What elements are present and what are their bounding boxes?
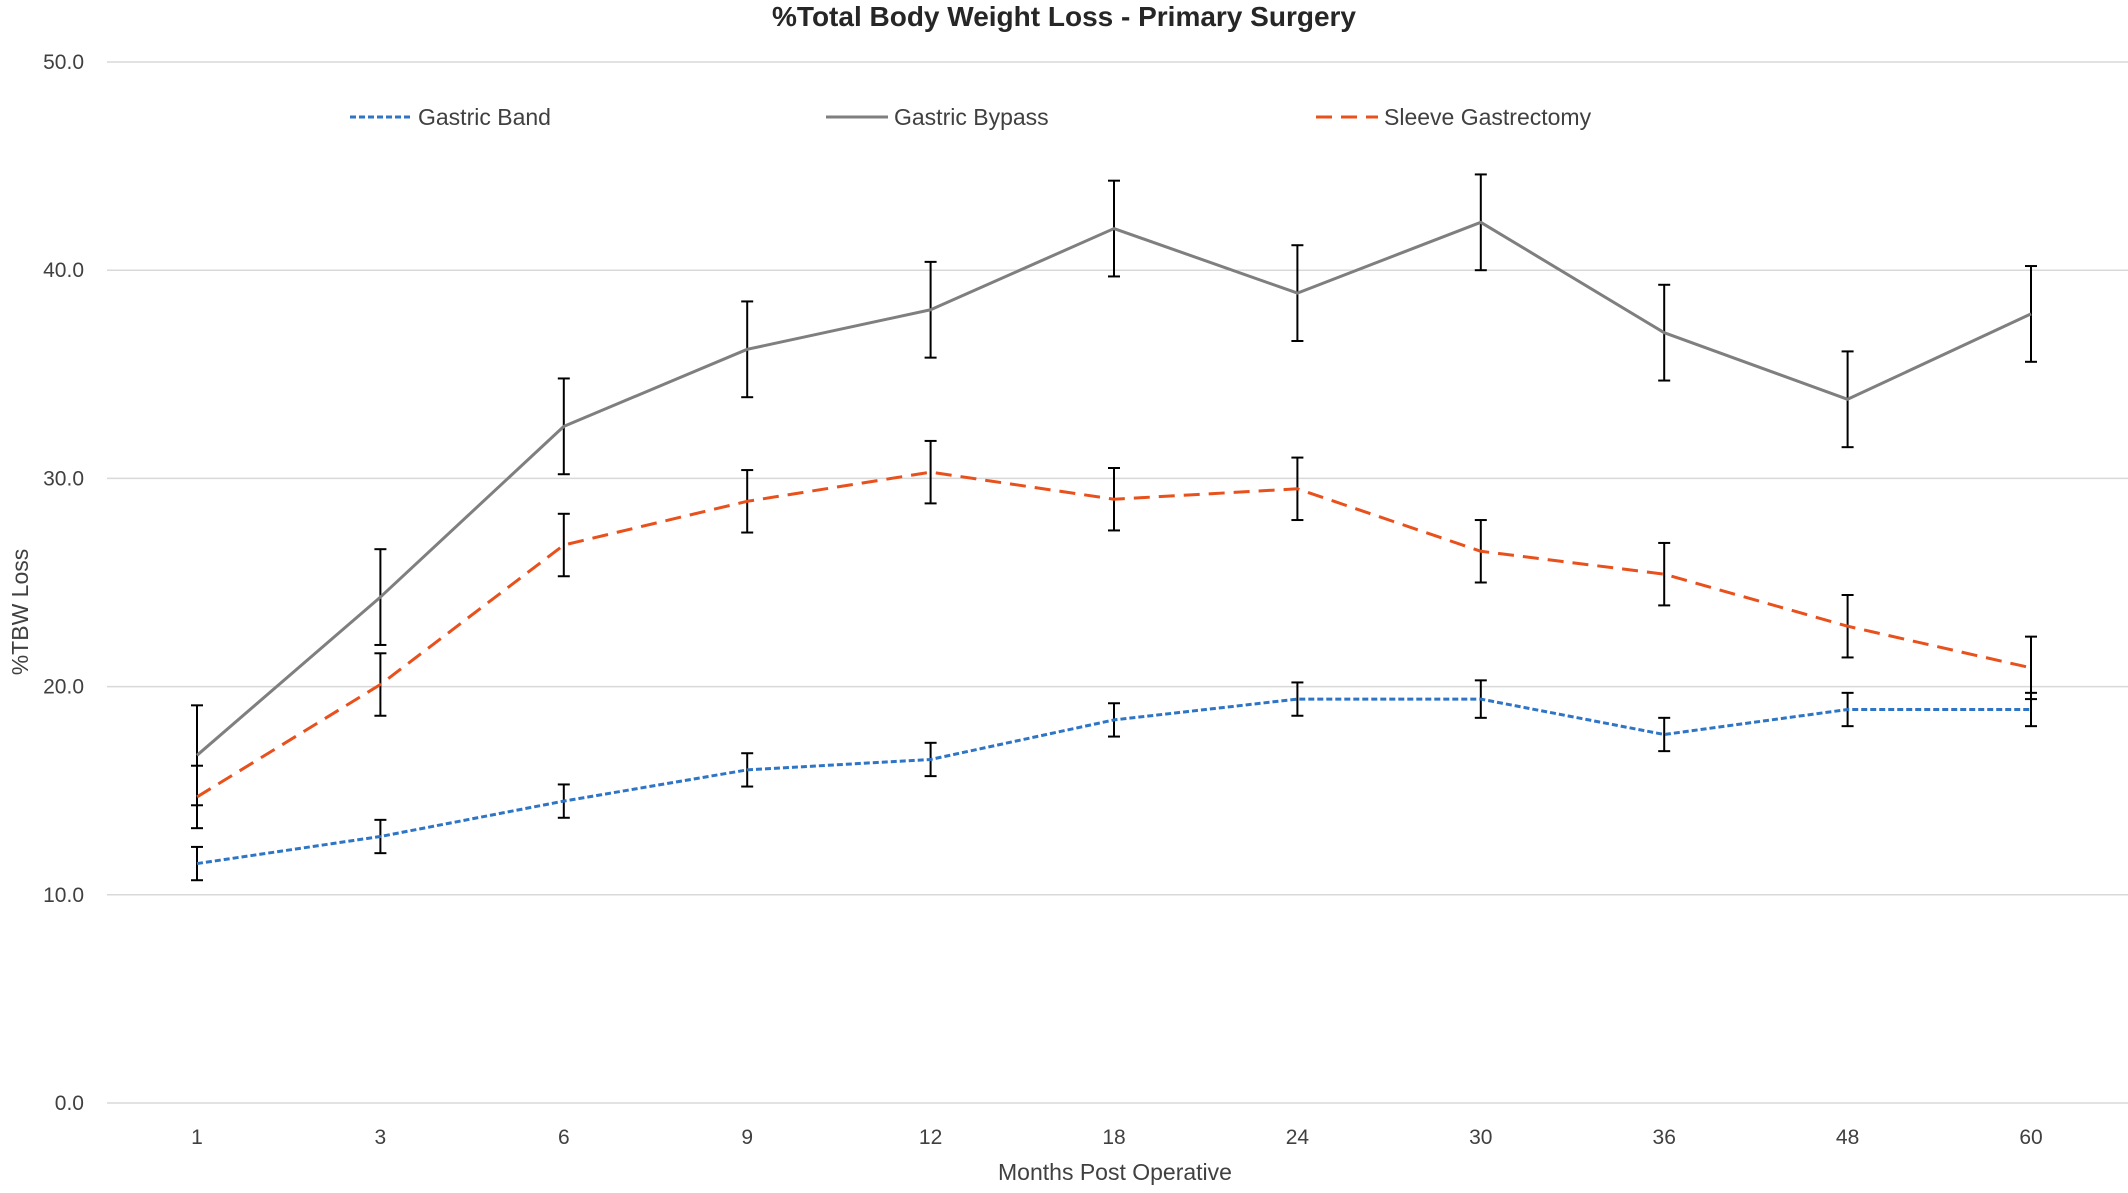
legend-label-1: Gastric Bypass bbox=[894, 104, 1049, 130]
chart-title: %Total Body Weight Loss - Primary Surger… bbox=[772, 1, 1356, 32]
series-2 bbox=[191, 439, 2037, 830]
x-tick-label: 30 bbox=[1469, 1126, 1492, 1149]
legend-label-0: Gastric Band bbox=[418, 104, 551, 130]
series-line-0 bbox=[196, 697, 2031, 866]
series-1 bbox=[191, 173, 2037, 807]
y-tick-label: 40.0 bbox=[43, 259, 84, 282]
y-tick-label: 30.0 bbox=[43, 467, 84, 490]
y-tick-label: 20.0 bbox=[43, 676, 84, 699]
x-axis-label: Months Post Operative bbox=[998, 1159, 1232, 1185]
y-tick-label: 50.0 bbox=[43, 51, 84, 74]
x-tick-label: 6 bbox=[558, 1126, 570, 1149]
x-tick-label: 60 bbox=[2019, 1126, 2042, 1149]
y-axis-label: %TBW Loss bbox=[7, 549, 33, 676]
series-group bbox=[191, 173, 2037, 882]
x-tick-label: 3 bbox=[375, 1126, 387, 1149]
x-tick-label: 48 bbox=[1836, 1126, 1859, 1149]
x-axis-ticks: 1 3 6 9 12 18 24 30 36 48 60 bbox=[191, 1126, 2043, 1149]
legend-label-2: Sleeve Gastrectomy bbox=[1384, 104, 1592, 130]
x-tick-label: 9 bbox=[741, 1126, 753, 1149]
y-tick-label: 10.0 bbox=[43, 884, 84, 907]
x-tick-label: 18 bbox=[1102, 1126, 1125, 1149]
x-tick-label: 36 bbox=[1653, 1126, 1676, 1149]
series-line-1 bbox=[196, 220, 2032, 757]
y-axis-ticks: 0.0 10.0 20.0 30.0 40.0 50.0 bbox=[43, 51, 84, 1115]
series-line-2 bbox=[196, 470, 2032, 799]
x-tick-label: 12 bbox=[919, 1126, 942, 1149]
legend: Gastric Band Gastric Bypass Sleeve Gastrec… bbox=[350, 104, 1592, 130]
x-tick-label: 1 bbox=[191, 1126, 203, 1149]
gridlines bbox=[107, 61, 2128, 1104]
x-tick-label: 24 bbox=[1286, 1126, 1310, 1149]
y-tick-label: 0.0 bbox=[55, 1092, 84, 1115]
series-0 bbox=[191, 679, 2037, 882]
